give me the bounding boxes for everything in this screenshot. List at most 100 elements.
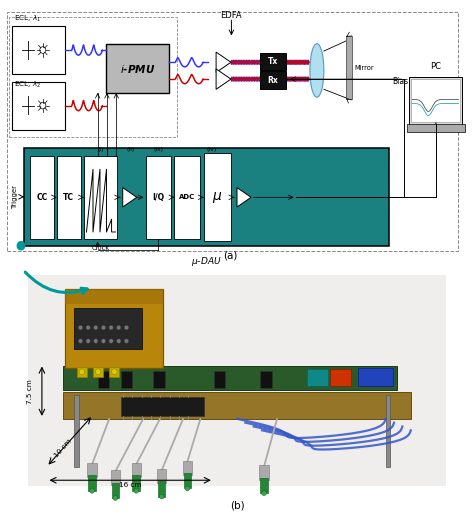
Bar bbox=[106, 44, 169, 93]
Bar bbox=[182, 461, 192, 475]
Bar bbox=[259, 465, 269, 480]
Circle shape bbox=[124, 339, 128, 343]
Bar bbox=[132, 475, 140, 491]
Text: (iii): (iii) bbox=[153, 148, 163, 152]
Circle shape bbox=[101, 326, 106, 330]
Bar bbox=[63, 366, 397, 390]
Bar bbox=[158, 481, 165, 497]
Ellipse shape bbox=[310, 44, 324, 97]
Text: Mirror: Mirror bbox=[354, 65, 374, 71]
Bar bbox=[260, 371, 272, 387]
Circle shape bbox=[90, 488, 94, 493]
Bar bbox=[74, 395, 79, 467]
Circle shape bbox=[185, 486, 190, 491]
Text: $\mu$: $\mu$ bbox=[212, 190, 223, 205]
Bar bbox=[98, 371, 109, 387]
Text: (b): (b) bbox=[230, 501, 244, 511]
Bar bbox=[386, 395, 390, 467]
Bar bbox=[109, 367, 119, 376]
Bar bbox=[57, 156, 81, 239]
Bar bbox=[260, 53, 286, 70]
Text: $i$-PMU: $i$-PMU bbox=[120, 62, 155, 75]
Bar bbox=[407, 124, 465, 132]
Circle shape bbox=[124, 326, 128, 330]
Circle shape bbox=[17, 242, 25, 250]
Bar bbox=[63, 393, 411, 419]
Bar bbox=[132, 463, 141, 477]
Circle shape bbox=[134, 488, 138, 493]
Bar bbox=[409, 76, 462, 125]
Circle shape bbox=[78, 326, 82, 330]
Text: $\mu$-DAU: $\mu$-DAU bbox=[191, 255, 222, 268]
Text: Bias: Bias bbox=[392, 76, 409, 86]
Polygon shape bbox=[216, 69, 231, 89]
Circle shape bbox=[78, 339, 82, 343]
Bar bbox=[84, 156, 117, 239]
Bar bbox=[121, 397, 204, 417]
Circle shape bbox=[86, 339, 90, 343]
Text: EDFA: EDFA bbox=[220, 11, 242, 20]
Circle shape bbox=[79, 369, 85, 374]
Text: 16 cm: 16 cm bbox=[119, 483, 141, 488]
Bar bbox=[358, 368, 392, 386]
Circle shape bbox=[111, 369, 117, 374]
Bar bbox=[28, 275, 446, 486]
Circle shape bbox=[109, 326, 113, 330]
Bar bbox=[157, 469, 166, 483]
Text: 7.5 cm: 7.5 cm bbox=[27, 379, 33, 404]
Bar bbox=[411, 79, 460, 122]
Bar bbox=[154, 371, 165, 387]
Text: (iv): (iv) bbox=[206, 148, 217, 152]
Text: Tx: Tx bbox=[268, 57, 278, 66]
Bar bbox=[110, 470, 120, 485]
Circle shape bbox=[94, 326, 98, 330]
Bar bbox=[203, 153, 231, 241]
Text: CC: CC bbox=[37, 193, 48, 202]
Bar bbox=[88, 475, 96, 491]
Text: (i): (i) bbox=[97, 148, 104, 152]
Text: I/Q: I/Q bbox=[153, 193, 164, 202]
Bar bbox=[77, 367, 87, 376]
Bar bbox=[146, 156, 171, 239]
Text: (a): (a) bbox=[223, 250, 237, 260]
Bar bbox=[12, 82, 65, 130]
Circle shape bbox=[262, 491, 266, 496]
Circle shape bbox=[94, 339, 98, 343]
Bar bbox=[65, 289, 163, 368]
Text: 10 cm: 10 cm bbox=[53, 438, 73, 459]
Bar bbox=[30, 156, 55, 239]
Text: ECL, $\lambda_2$: ECL, $\lambda_2$ bbox=[14, 80, 41, 90]
Polygon shape bbox=[237, 188, 251, 207]
Circle shape bbox=[117, 339, 121, 343]
Bar bbox=[174, 156, 201, 239]
Bar bbox=[260, 71, 286, 89]
Circle shape bbox=[109, 339, 113, 343]
Text: PC: PC bbox=[430, 62, 441, 71]
Bar bbox=[74, 308, 142, 349]
Text: (ii): (ii) bbox=[127, 148, 135, 152]
Bar bbox=[183, 473, 191, 488]
Circle shape bbox=[117, 326, 121, 330]
Text: TC: TC bbox=[64, 193, 74, 202]
Text: Trigger: Trigger bbox=[12, 185, 18, 209]
Bar bbox=[65, 289, 163, 304]
Bar bbox=[346, 36, 352, 99]
Bar bbox=[260, 478, 268, 493]
Polygon shape bbox=[123, 188, 137, 207]
Bar bbox=[93, 367, 103, 376]
Text: Rx: Rx bbox=[268, 76, 278, 85]
Bar bbox=[12, 25, 65, 74]
Bar bbox=[330, 369, 351, 386]
Circle shape bbox=[159, 494, 164, 499]
Text: ECL, $\lambda_1$: ECL, $\lambda_1$ bbox=[14, 14, 41, 23]
Bar bbox=[9, 17, 177, 137]
Bar bbox=[307, 369, 328, 386]
Bar bbox=[214, 371, 226, 387]
Circle shape bbox=[113, 496, 118, 500]
Circle shape bbox=[101, 339, 106, 343]
Bar bbox=[111, 483, 119, 498]
Circle shape bbox=[86, 326, 90, 330]
Bar bbox=[24, 148, 389, 246]
Text: ADC: ADC bbox=[179, 194, 195, 200]
Bar bbox=[87, 463, 97, 477]
